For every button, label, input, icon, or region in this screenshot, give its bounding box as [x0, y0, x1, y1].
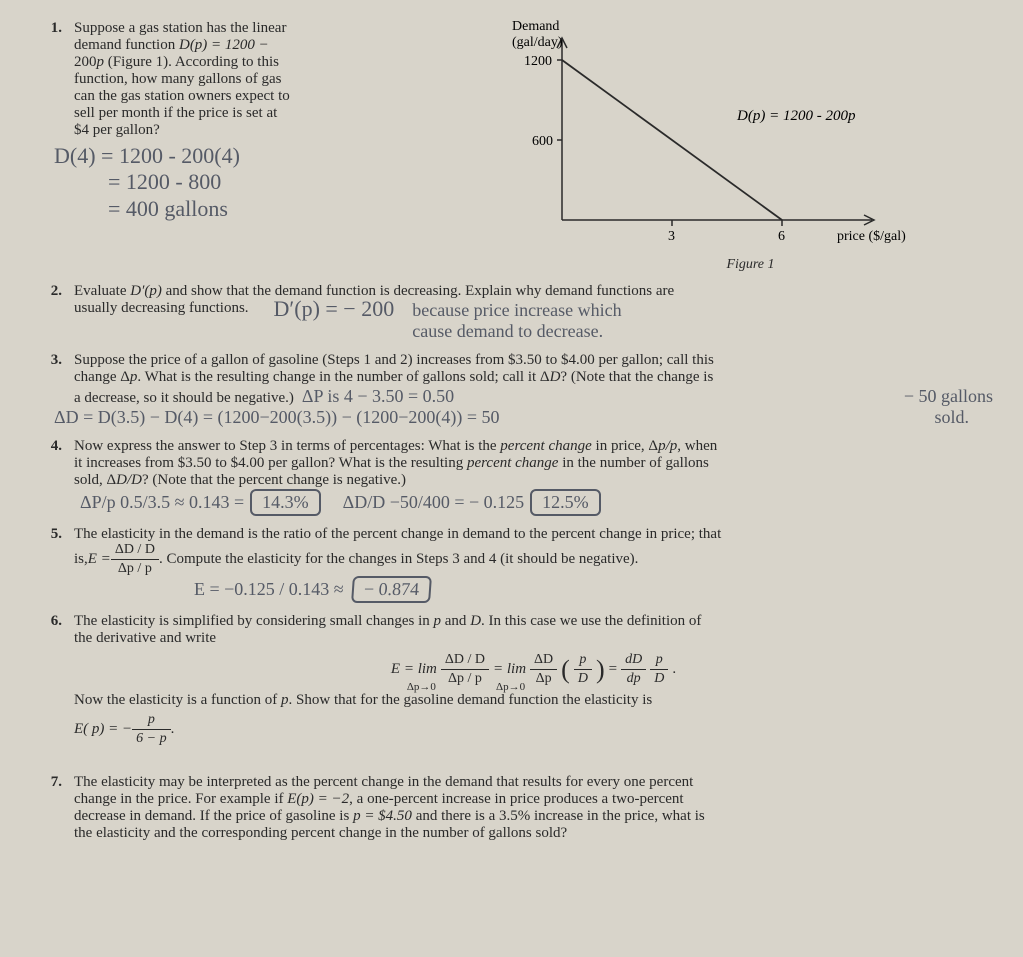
p1-line3: 200p (Figure 1). According to this: [74, 54, 446, 71]
problem-number: 7.: [30, 774, 74, 791]
problem-1: 1. Suppose a gas station has the linear …: [30, 20, 993, 273]
problem-4: 4. Now express the answer to Step 3 in t…: [30, 438, 993, 516]
p4-hw2: ΔD/D −50/400 = − 0.125: [343, 492, 525, 513]
p4-line2: it increases from $3.50 to $4.00 per gal…: [74, 455, 993, 472]
problem-5: 5. The elasticity in the demand is the r…: [30, 526, 993, 603]
problem-7: 7. The elasticity may be interpreted as …: [30, 774, 993, 842]
p1-line2: demand function D(p) = 1200 −: [74, 37, 446, 54]
problem-number: 6.: [30, 613, 74, 630]
y-label-1: Demand: [512, 19, 559, 34]
demand-chart: Demand (gal/day) 1200 600 3 6 price ($/g…: [452, 20, 932, 250]
ytick-1200: 1200: [524, 54, 552, 69]
p3-line2: change Δp. What is the resulting change …: [74, 369, 993, 386]
p6-eq-ep: E( p) = − p 6 − p .: [74, 713, 993, 746]
p1-hw2: = 1200 - 800: [54, 169, 446, 195]
p7-line3: decrease in demand. If the price of gaso…: [74, 808, 993, 825]
x-label: price ($/gal): [837, 229, 906, 244]
p1-line7: $4 per gallon?: [74, 122, 446, 139]
problem-number: 3.: [30, 352, 74, 369]
p2-hw3: cause demand to decrease.: [412, 321, 603, 341]
p2-line2: usually decreasing functions. D′(p) = − …: [74, 300, 993, 342]
problem-number: 1.: [30, 20, 74, 37]
p1-line6: sell per month if the price is set at: [74, 105, 446, 122]
p3-hw3: − 50 gallons: [904, 386, 993, 406]
p5-frac: ΔD / D Δp / p: [111, 543, 159, 576]
xtick-6: 6: [778, 229, 785, 244]
p6-line1: The elasticity is simplified by consider…: [74, 613, 993, 630]
p1-line5: can the gas station owners expect to: [74, 88, 446, 105]
p4-line1: Now express the answer to Step 3 in term…: [74, 438, 993, 455]
p5-hw1-box: − 0.874: [351, 576, 432, 603]
p7-line4: the elasticity and the corresponding per…: [74, 825, 993, 842]
p3-line1: Suppose the price of a gallon of gasolin…: [74, 352, 993, 369]
p5-line1: The elasticity in the demand is the rati…: [74, 526, 993, 543]
p1-hw3: = 400 gallons: [54, 196, 446, 222]
func-label: D(p) = 1200 - 200p: [736, 108, 856, 124]
p4-line3: sold, ΔD/D? (Note that the percent chang…: [74, 472, 993, 489]
p5-line2: is, E = ΔD / D Δp / p . Compute the elas…: [74, 543, 993, 576]
p2-hw2: because price increase which: [412, 300, 621, 320]
p4-hw1-box: 14.3%: [250, 489, 321, 516]
problem-2: 2. Evaluate D′(p) and show that the dema…: [30, 283, 993, 342]
p7-line1: The elasticity may be interpreted as the…: [74, 774, 993, 791]
p4-hw1: ΔP/p 0.5/3.5 ≈ 0.143 =: [80, 492, 244, 513]
p2-line1: Evaluate D′(p) and show that the demand …: [74, 283, 993, 300]
p3-line3: a decrease, so it should be negative.) Δ…: [74, 386, 993, 407]
p5-hw1: E = −0.125 / 0.143 ≈: [194, 579, 344, 600]
y-label-2: (gal/day): [512, 35, 563, 50]
p7-line2: change in the price. For example if E(p)…: [74, 791, 993, 808]
p1-line4: function, how many gallons of gas: [74, 71, 446, 88]
figure-1-label: Figure 1: [452, 257, 993, 273]
p3-hw2: ΔD = D(3.5) − D(4) = (1200−200(3.5)) − (…: [54, 407, 500, 428]
p3-hw1: ΔP is 4 − 3.50 = 0.50: [302, 386, 454, 407]
problem-number: 4.: [30, 438, 74, 455]
problem-6: 6. The elasticity is simplified by consi…: [30, 613, 993, 746]
problem-3: 3. Suppose the price of a gallon of gaso…: [30, 352, 993, 428]
p3-hw4: sold.: [934, 407, 993, 428]
p6-line2: the derivative and write: [74, 630, 993, 647]
p4-hw2-box: 12.5%: [530, 489, 601, 516]
p1-hw1: D(4) = 1200 - 200(4): [54, 143, 446, 169]
problem-number: 2.: [30, 283, 74, 300]
ytick-600: 600: [532, 134, 553, 149]
problem-number: 5.: [30, 526, 74, 543]
p6-line3: Now the elasticity is a function of p. S…: [74, 692, 993, 709]
p2-hw1: D′(p) = − 200: [274, 296, 395, 322]
p1-line1: Suppose a gas station has the linear: [74, 20, 446, 37]
xtick-3: 3: [668, 229, 675, 244]
p6-equation: E = lim ΔD / D Δp / p Δp→0 = lim ΔD Δp Δ…: [74, 653, 993, 686]
